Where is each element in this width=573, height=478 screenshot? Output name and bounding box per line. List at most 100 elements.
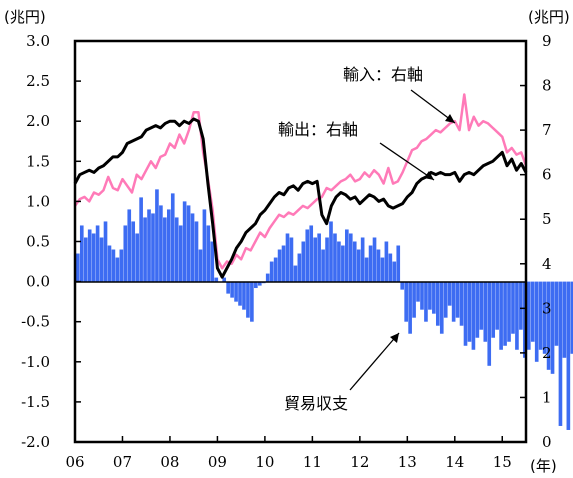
balance-bar: [206, 225, 211, 282]
balance-bar: [479, 281, 484, 330]
balance-bar: [329, 221, 333, 282]
balance-bar: [380, 257, 385, 282]
balance-bar: [214, 277, 219, 282]
balance-bar: [293, 265, 298, 282]
exports-pointer: [379, 142, 435, 181]
balance-bar: [566, 281, 571, 430]
balance-bar: [222, 277, 227, 282]
balance-bar: [507, 281, 511, 342]
balance-bar: [368, 245, 373, 282]
balance-bar: [341, 245, 345, 282]
balance-bar: [178, 225, 183, 282]
left-tick-label: -2.0: [21, 433, 50, 451]
balance-bar: [435, 281, 440, 326]
right-tick-label: 0: [542, 433, 552, 451]
balance-bar: [238, 281, 242, 306]
balance-bar: [392, 261, 397, 282]
balance-bar: [135, 233, 139, 282]
balance-bar: [487, 281, 492, 366]
balance-bar: [384, 241, 389, 282]
imports-arrowhead: [445, 114, 455, 123]
x-tick-label: 14: [445, 453, 464, 471]
left-tick-label: -1.5: [21, 393, 50, 411]
balance-bar: [542, 281, 547, 354]
balance-bar: [281, 245, 286, 282]
balance-bar: [76, 253, 80, 282]
right-axis-unit: (兆円): [528, 8, 570, 26]
right-tick-label: 1: [542, 388, 552, 406]
balance-bar: [194, 221, 199, 282]
balance-bar: [495, 281, 499, 330]
balance-bar: [257, 281, 262, 286]
balance-bar: [325, 237, 329, 282]
balance-bar: [321, 249, 325, 282]
balance-bar: [372, 237, 377, 282]
left-tick-label: -1.0: [21, 353, 50, 371]
balance-bar: [404, 281, 408, 322]
balance-bar: [447, 281, 452, 306]
right-tick-label: 7: [542, 121, 552, 139]
balance-bar: [285, 233, 290, 282]
balance-pointer: [349, 332, 400, 391]
balance-bar: [317, 233, 321, 282]
balance-bar: [277, 249, 282, 282]
left-tick-label: 3.0: [26, 32, 50, 50]
balance-bar: [451, 281, 456, 322]
balance-bar: [420, 281, 424, 310]
balance-bar: [297, 253, 302, 282]
right-tick-label: 2: [542, 344, 552, 362]
balance-bar: [546, 281, 551, 370]
balance-bar: [534, 281, 539, 362]
balance-bar: [432, 281, 436, 314]
balance-bar: [254, 281, 258, 289]
left-tick-label: 1.0: [26, 192, 50, 210]
balance-bar: [159, 205, 163, 282]
balance-bar: [558, 281, 563, 426]
balance-bar: [313, 237, 317, 282]
balance-bar: [202, 209, 207, 282]
balance-bar: [309, 225, 314, 282]
balance-bar: [147, 209, 151, 282]
balance-bar: [155, 189, 159, 282]
balance-bar: [143, 217, 147, 282]
balance-bar: [554, 281, 559, 346]
balance-bar: [91, 233, 96, 282]
balance-bar: [115, 257, 120, 282]
balance-bar: [250, 281, 254, 322]
balance-bar: [455, 281, 460, 318]
balance-bar: [471, 281, 476, 350]
balance-bar: [242, 281, 246, 310]
balance-bar: [226, 281, 230, 294]
axis-ticks: 3.0 2.5 2.0 1.5 1.0 0.5 0.0 -0.5 -1.0 -1.5 -2.0 9 8 7…: [21, 32, 551, 471]
balance-bar: [269, 261, 274, 282]
left-axis-unit: (兆円): [4, 8, 46, 26]
balance-bar: [388, 253, 393, 282]
balance-bar: [83, 237, 88, 282]
balance-bar: [174, 217, 179, 282]
exports-annotation: 輸出：右軸: [278, 120, 358, 139]
balance-bar: [499, 281, 503, 350]
right-tick-label: 8: [542, 77, 552, 95]
balance-bar: [443, 281, 448, 318]
balance-bar: [345, 229, 349, 282]
x-axis-unit: (年): [530, 457, 557, 475]
left-tick-label: 0.0: [26, 273, 50, 291]
balance-bar: [491, 281, 496, 338]
balance-arrowhead: [390, 333, 399, 343]
balance-bar: [198, 249, 203, 282]
right-tick-label: 6: [542, 166, 552, 184]
balance-bar: [570, 281, 573, 354]
x-tick-label: 15: [493, 453, 512, 471]
exports-arrowhead: [424, 171, 434, 180]
balance-bar: [79, 225, 84, 282]
balance-bar: [530, 281, 535, 342]
balance-bar: [87, 229, 92, 282]
balance-bar: [186, 205, 191, 282]
balance-bar: [273, 257, 278, 282]
balance-bar: [439, 281, 444, 334]
balance-bar: [511, 281, 515, 334]
exports-line: [73, 117, 528, 279]
right-tick-label: 3: [542, 299, 552, 317]
balance-bar: [356, 249, 361, 282]
x-tick-label: 10: [255, 453, 274, 471]
